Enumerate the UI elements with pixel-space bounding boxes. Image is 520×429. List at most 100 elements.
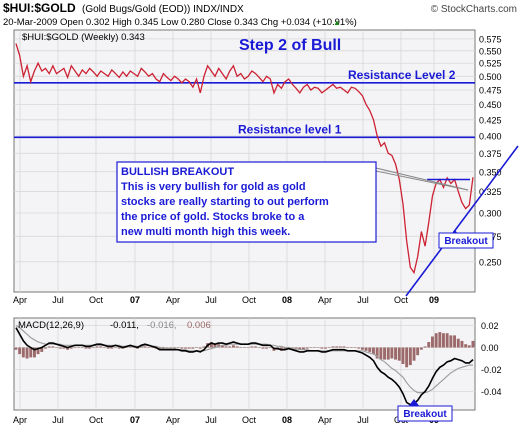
macd-y-tick-label: -0.04 xyxy=(481,387,502,397)
macd-x-tick-label: Oct xyxy=(242,415,257,425)
macd-histogram-bar xyxy=(375,347,379,359)
callout-line-2: stocks are really starting to out perfor… xyxy=(121,196,329,208)
symbol-description: (Gold Bugs/Gold (EOD)) INDX/INDX xyxy=(82,4,244,15)
macd-histogram-bar xyxy=(202,346,206,348)
price-legend: $HUI:$GOLD (Weekly) 0.343 xyxy=(22,32,145,43)
macd-histogram-bar xyxy=(357,347,361,349)
callout-line-3: the price of gold. Stocks broke to a xyxy=(121,211,305,223)
macd-histogram-bar xyxy=(66,347,69,350)
macd-histogram-bar xyxy=(80,347,84,348)
price-panel xyxy=(13,29,476,293)
price-x-tick-label: Oct xyxy=(242,295,257,305)
macd-histogram-bar xyxy=(209,342,213,348)
macd-histogram-bar xyxy=(117,347,121,349)
macd-histogram-bar xyxy=(405,347,409,368)
macd-histogram-bar xyxy=(442,333,445,348)
price-x-tick-label: Apr xyxy=(166,295,180,305)
price-x-tick-label: Jul xyxy=(52,295,64,305)
price-y-tick-label: 0.400 xyxy=(479,132,502,142)
macd-legend-label: MACD(12,26,9) xyxy=(18,320,84,331)
macd-histogram-bar xyxy=(423,346,427,348)
macd-histogram-bar xyxy=(47,346,51,348)
price-y-tick-label: 0.450 xyxy=(479,100,502,110)
macd-histogram-bar xyxy=(335,346,339,348)
macd-histogram-bar xyxy=(372,347,375,355)
price-x-tick-label: Jul xyxy=(205,295,217,305)
quote-ohlc: Open 0.302 High 0.345 Low 0.280 Close 0.… xyxy=(60,17,357,28)
bullish-breakout-callout xyxy=(116,161,377,243)
macd-histogram-bar xyxy=(313,347,316,348)
macd-histogram-bar xyxy=(250,346,254,348)
macd-histogram-bar xyxy=(320,347,324,349)
macd-histogram-bar xyxy=(40,347,44,352)
macd-histogram-bar xyxy=(44,347,47,349)
macd-legend-macd: -0.011, xyxy=(110,320,139,331)
macd-histogram-bar xyxy=(283,347,287,350)
macd-histogram-bar xyxy=(456,338,460,348)
macd-x-tick-label: Jul xyxy=(52,415,64,425)
macd-histogram-bar xyxy=(198,347,202,349)
macd-histogram-bar xyxy=(464,344,468,348)
macd-histogram-bar xyxy=(467,345,471,348)
price-y-tick-label: 0.300 xyxy=(479,209,502,219)
chart-annotation-title: Step 2 of Bull xyxy=(239,37,341,54)
macd-histogram-bar xyxy=(353,347,357,348)
price-y-tick-label: 0.475 xyxy=(479,86,502,96)
macd-histogram-bar xyxy=(55,347,58,348)
macd-histogram-bar xyxy=(18,347,22,355)
macd-histogram-bar xyxy=(379,347,383,360)
quote-date: 20-Mar-2009 xyxy=(3,17,57,28)
macd-x-tick-label: Apr xyxy=(318,415,332,425)
macd-histogram-bar xyxy=(84,347,88,349)
price-x-axis: Apr Jul Oct 07 Apr Jul Oct 08 Apr Jul Oct 09 xyxy=(13,295,439,305)
macd-line xyxy=(15,327,474,406)
macd-histogram-bar xyxy=(232,345,235,348)
macd-breakout-label-box xyxy=(397,405,453,422)
breakout-label: Breakout xyxy=(444,236,488,247)
macd-histogram-bar xyxy=(408,347,412,366)
price-x-tick-label: 09 xyxy=(429,295,439,305)
macd-histogram-bar xyxy=(453,335,456,348)
macd-histogram-bar xyxy=(224,346,228,348)
macd-histogram-bar xyxy=(427,342,431,348)
macd-x-tick-label: 08 xyxy=(282,415,292,425)
macd-histogram-bar xyxy=(180,347,184,349)
macd-histogram-bar xyxy=(449,335,453,348)
breakout-label-box xyxy=(438,232,494,249)
macd-y-tick-label: -0.02 xyxy=(481,365,502,375)
macd-histogram-bar xyxy=(394,347,397,360)
macd-legend-signal: -0.016, xyxy=(147,320,177,331)
macd-histogram-bar xyxy=(246,347,250,348)
macd-histogram-bar xyxy=(364,347,368,351)
macd-histogram-bar xyxy=(110,347,114,349)
callout-pointer-line-2 xyxy=(375,170,469,191)
macd-histogram-bar xyxy=(103,347,106,348)
macd-histogram-bar xyxy=(114,347,117,348)
macd-histogram-bar xyxy=(438,332,442,348)
price-y-tick-label: 0.500 xyxy=(479,72,502,82)
macd-histogram-bar xyxy=(445,333,449,348)
macd-histogram-bar xyxy=(158,347,162,350)
macd-histogram-bar xyxy=(460,340,464,348)
macd-x-tick-label: Oct xyxy=(89,415,104,425)
price-y-tick-label: 0.325 xyxy=(479,187,502,197)
macd-x-tick-label: Apr xyxy=(166,415,180,425)
macd-histogram-bar xyxy=(58,347,62,349)
price-x-tick-label: Oct xyxy=(89,295,104,305)
macd-histogram-bar xyxy=(143,346,147,348)
macd-histogram-bar xyxy=(191,347,195,349)
macd-y-tick-label: 0.00 xyxy=(481,343,499,353)
macd-histogram-bar xyxy=(132,347,136,348)
macd-histogram-bar xyxy=(401,347,405,364)
price-y-tick-label: 0.250 xyxy=(479,257,502,267)
macd-histogram-bar xyxy=(77,347,81,348)
macd-histogram-bar xyxy=(51,346,55,348)
macd-legend-histogram: 0.006 xyxy=(187,320,211,331)
macd-histogram-bar xyxy=(184,347,187,349)
macd-histogram-bar xyxy=(368,347,372,352)
macd-histogram-bar xyxy=(397,347,401,361)
macd-histogram-bar xyxy=(243,347,246,348)
price-x-tick-label: 07 xyxy=(130,295,140,305)
macd-histogram-bar xyxy=(324,347,327,349)
macd-histogram-bar xyxy=(386,347,390,360)
